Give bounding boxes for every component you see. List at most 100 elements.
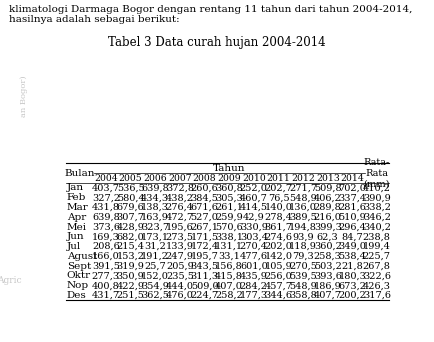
Text: 195,6: 195,6 [166, 223, 194, 232]
Text: 372,8: 372,8 [166, 183, 194, 193]
Text: 311,3: 311,3 [191, 272, 219, 280]
Text: 284,2: 284,2 [240, 281, 268, 290]
Text: 323,7: 323,7 [141, 223, 169, 232]
Text: 509,0: 509,0 [191, 281, 218, 290]
Text: 406,2: 406,2 [314, 193, 342, 202]
Text: Rata-
Rata
(mm): Rata- Rata (mm) [364, 158, 390, 188]
Text: 199,4: 199,4 [363, 242, 391, 251]
Text: 142,0: 142,0 [264, 252, 293, 261]
Text: 202,7: 202,7 [264, 183, 293, 193]
Text: Oktr: Oktr [67, 272, 91, 280]
Text: 671,6: 671,6 [191, 203, 218, 212]
Text: 186,9: 186,9 [314, 281, 342, 290]
Text: 354,9: 354,9 [141, 281, 169, 290]
Text: 202,0: 202,0 [264, 242, 293, 251]
Text: 131,1: 131,1 [215, 242, 243, 251]
Text: Des: Des [67, 291, 86, 300]
Text: 25,7: 25,7 [145, 262, 166, 271]
Text: 384,5: 384,5 [191, 193, 218, 202]
Text: 261,1: 261,1 [215, 203, 243, 212]
Text: 163,9: 163,9 [141, 213, 169, 222]
Text: 256,0: 256,0 [265, 272, 293, 280]
Text: 258,3: 258,3 [314, 252, 342, 261]
Text: 238,8: 238,8 [363, 232, 391, 241]
Text: 360,2: 360,2 [314, 242, 342, 251]
Text: 296,4: 296,4 [339, 223, 366, 232]
Text: 510,9: 510,9 [339, 213, 366, 222]
Text: 340,2: 340,2 [363, 223, 391, 232]
Text: 431,8: 431,8 [92, 203, 120, 212]
Text: 235,5: 235,5 [166, 272, 194, 280]
Text: 349,0: 349,0 [339, 242, 366, 251]
Text: 2006: 2006 [143, 174, 167, 183]
Text: 156,8: 156,8 [215, 262, 243, 271]
Text: 428,9: 428,9 [117, 223, 145, 232]
Text: 273,5: 273,5 [166, 232, 194, 241]
Text: 509,8: 509,8 [314, 183, 342, 193]
Text: 407,0: 407,0 [215, 281, 243, 290]
Text: 200,2: 200,2 [339, 291, 366, 300]
Text: 679,6: 679,6 [117, 203, 145, 212]
Text: klimatologi Darmaga Bogor dengan rentang 11 tahun dari tahun 2004-2014,: klimatologi Darmaga Bogor dengan rentang… [9, 5, 412, 14]
Text: Jan: Jan [67, 183, 84, 193]
Text: 136,0: 136,0 [289, 203, 317, 212]
Text: 431,7: 431,7 [92, 291, 120, 300]
Text: 166,0: 166,0 [92, 252, 120, 261]
Text: 208,6: 208,6 [92, 242, 120, 251]
Text: 317,6: 317,6 [363, 291, 391, 300]
Text: 153,2: 153,2 [117, 252, 145, 261]
Text: 2007: 2007 [168, 174, 192, 183]
Text: 133,9: 133,9 [166, 242, 194, 251]
Text: 539,5: 539,5 [289, 272, 317, 280]
Text: Agric: Agric [0, 276, 22, 285]
Text: 426,3: 426,3 [363, 281, 391, 290]
Text: 548,9: 548,9 [289, 281, 317, 290]
Text: 682,0: 682,0 [117, 232, 145, 241]
Text: 267,1: 267,1 [191, 223, 218, 232]
Text: Jul: Jul [67, 242, 81, 251]
Text: 76,5: 76,5 [268, 193, 289, 202]
Text: 2013: 2013 [316, 174, 340, 183]
Text: 389,5: 389,5 [289, 213, 317, 222]
Text: 251,5: 251,5 [117, 291, 145, 300]
Text: 400,8: 400,8 [92, 281, 120, 290]
Text: 422,9: 422,9 [117, 281, 145, 290]
Text: 138,3: 138,3 [141, 203, 169, 212]
Text: 346,2: 346,2 [363, 213, 391, 222]
Text: 343,5: 343,5 [191, 262, 218, 271]
Text: Bulan: Bulan [65, 169, 95, 178]
Text: 21,8: 21,8 [342, 262, 363, 271]
Text: 270,5: 270,5 [289, 262, 317, 271]
Text: 205,9: 205,9 [166, 262, 194, 271]
Text: 434,3: 434,3 [141, 193, 169, 202]
Text: Apr: Apr [67, 213, 86, 222]
Text: 277,3: 277,3 [92, 272, 120, 280]
Text: 267,8: 267,8 [363, 262, 391, 271]
Text: 390,9: 390,9 [363, 193, 391, 202]
Text: 33,1: 33,1 [218, 252, 240, 261]
Text: 270,4: 270,4 [240, 242, 268, 251]
Text: 410,2: 410,2 [363, 183, 391, 193]
Text: Tabel 3 Data curah hujan 2004-2014: Tabel 3 Data curah hujan 2004-2014 [108, 36, 326, 49]
Text: 358,8: 358,8 [289, 291, 317, 300]
Text: 2012: 2012 [291, 174, 315, 183]
Text: 457,7: 457,7 [264, 281, 293, 290]
Text: 93,9: 93,9 [292, 232, 314, 241]
Text: 538,4: 538,4 [339, 252, 366, 261]
Text: 444,0: 444,0 [166, 281, 194, 290]
Text: 527,0: 527,0 [191, 213, 218, 222]
Text: 274,6: 274,6 [264, 232, 293, 241]
Text: 477,6: 477,6 [240, 252, 268, 261]
Text: 673,2: 673,2 [339, 281, 366, 290]
Text: 31,2: 31,2 [144, 242, 166, 251]
Text: 322,6: 322,6 [363, 272, 391, 280]
Text: 252,0: 252,0 [240, 183, 268, 193]
Text: 177,3: 177,3 [240, 291, 268, 300]
Text: 639,8: 639,8 [141, 183, 169, 193]
Text: 2011: 2011 [266, 174, 290, 183]
Text: 338,2: 338,2 [363, 203, 391, 212]
Text: 344,6: 344,6 [264, 291, 293, 300]
Text: 62,3: 62,3 [317, 232, 339, 241]
Text: 172,4: 172,4 [191, 242, 219, 251]
Text: 639,8: 639,8 [92, 213, 120, 222]
